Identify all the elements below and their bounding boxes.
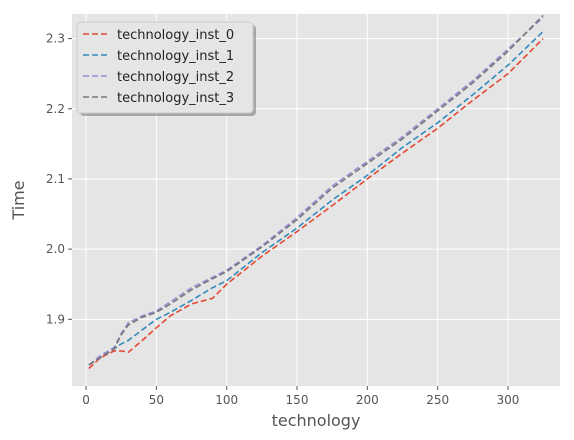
series-lines [88, 14, 544, 370]
series-line-3 [88, 14, 544, 366]
y-axis-ticks: 1.9 2.0 2.1 2.2 2.3 [46, 32, 72, 326]
series-line-0 [88, 38, 544, 370]
legend: technology_inst_0 technology_inst_1techno… [76, 21, 256, 116]
x-tick-label: 250 [426, 393, 449, 407]
y-tick-label: 2.3 [46, 32, 65, 46]
x-tick-label: 100 [215, 393, 238, 407]
y-tick-label: 2.0 [46, 242, 65, 256]
legend-label-3: technology_inst_3 [117, 91, 234, 106]
x-tick-label: 0 [82, 393, 90, 407]
y-axis-label: Time [9, 180, 28, 220]
legend-label-2: technology_inst_2 [117, 70, 234, 85]
legend-label-0: technology_inst_0 [117, 28, 234, 43]
legend-label-1: technology_inst_1 [117, 49, 234, 64]
y-tick-label: 1.9 [46, 312, 65, 326]
y-tick-label: 2.1 [46, 172, 65, 186]
x-tick-label: 300 [497, 393, 520, 407]
legend-items: technology_inst_0 technology_inst_1techno… [83, 28, 234, 106]
x-axis-ticks: 0 50 100 150 200 250 300 [82, 386, 519, 407]
legend-box [76, 21, 254, 114]
x-tick-label: 150 [286, 393, 309, 407]
x-tick-label: 50 [149, 393, 164, 407]
x-tick-label: 200 [356, 393, 379, 407]
y-tick-label: 2.2 [46, 102, 65, 116]
series-line-2 [88, 16, 544, 366]
x-axis-label: technology [272, 411, 361, 430]
series-line-1 [88, 30, 544, 366]
